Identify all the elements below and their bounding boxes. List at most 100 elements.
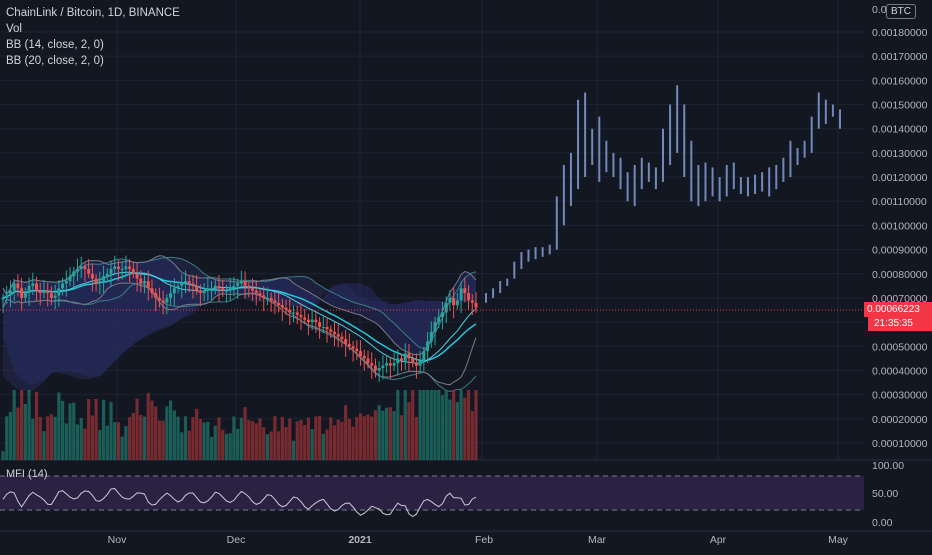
volume-bar-up bbox=[396, 390, 400, 460]
volume-bar-up bbox=[75, 424, 80, 460]
volume-bar-up bbox=[27, 390, 31, 460]
volume-bar-up bbox=[113, 422, 117, 460]
candle-up bbox=[429, 331, 433, 342]
candle-up bbox=[180, 283, 184, 286]
candle-up bbox=[213, 285, 217, 289]
volume-bar-up bbox=[124, 426, 128, 460]
volume-bar-down bbox=[470, 411, 474, 460]
volume-indicator-label[interactable]: Vol bbox=[6, 23, 22, 35]
volume-bar-down bbox=[474, 390, 478, 460]
candle-up bbox=[176, 285, 180, 289]
candle-up bbox=[448, 297, 452, 303]
volume-bar-down bbox=[131, 412, 135, 460]
candle-down bbox=[288, 310, 292, 313]
chart-legend: ChainLink / Bitcoin, 1D, BINANCE Vol BB … bbox=[6, 5, 180, 69]
candle-down bbox=[46, 290, 50, 294]
currency-badge[interactable]: BTC bbox=[886, 4, 916, 19]
candle-down bbox=[452, 297, 456, 306]
candle-down bbox=[35, 283, 39, 291]
candle-up bbox=[210, 288, 214, 290]
candle-up bbox=[5, 295, 9, 298]
volume-bar-down bbox=[463, 397, 467, 460]
volume-bar-up bbox=[202, 422, 206, 460]
candle-down bbox=[474, 302, 478, 308]
volume-bar-down bbox=[325, 429, 329, 460]
volume-bar-down bbox=[221, 429, 225, 460]
candle-up bbox=[202, 290, 206, 294]
candle-down bbox=[414, 363, 418, 366]
volume-bars bbox=[1, 390, 478, 460]
volume-bar-down bbox=[150, 400, 154, 460]
candle-down bbox=[325, 326, 329, 330]
candle-up bbox=[79, 266, 83, 269]
candle-up bbox=[113, 266, 117, 269]
candle-down bbox=[87, 268, 91, 274]
candle-up bbox=[418, 360, 422, 366]
candle-up bbox=[437, 317, 441, 323]
volume-bar-down bbox=[20, 390, 24, 460]
volume-bar-up bbox=[60, 400, 65, 460]
volume-bar-up bbox=[310, 429, 314, 460]
volume-bar-down bbox=[288, 418, 292, 460]
candle-down bbox=[277, 302, 281, 306]
candle-down bbox=[336, 334, 340, 337]
candle-down bbox=[20, 288, 24, 298]
candle-down bbox=[344, 339, 348, 344]
candle-down bbox=[128, 266, 132, 269]
volume-bar-down bbox=[34, 391, 39, 460]
volume-bar-down bbox=[154, 406, 158, 460]
candle-up bbox=[31, 283, 35, 286]
candle-up bbox=[433, 322, 437, 332]
volume-bar-up bbox=[109, 401, 113, 460]
volume-bar-up bbox=[321, 433, 325, 460]
volume-bar-down bbox=[280, 416, 284, 460]
candle-up bbox=[459, 288, 463, 301]
volume-bar-down bbox=[336, 419, 340, 460]
volume-bar-up bbox=[213, 425, 217, 460]
candle-up bbox=[102, 276, 106, 282]
candle-down bbox=[340, 336, 344, 340]
volume-bar-down bbox=[262, 427, 266, 460]
volume-bar-down bbox=[46, 416, 50, 460]
volume-bar-down bbox=[135, 398, 139, 460]
candle-down bbox=[299, 314, 303, 318]
volume-bar-up bbox=[180, 432, 184, 460]
candle-up bbox=[224, 290, 228, 292]
candles bbox=[1, 255, 478, 382]
volume-bar-up bbox=[236, 428, 240, 460]
price-tick: 0.00150000 bbox=[872, 100, 928, 112]
price-tick: 0.00140000 bbox=[872, 124, 928, 136]
volume-bar-down bbox=[306, 417, 311, 460]
candle-up bbox=[98, 281, 102, 284]
volume-bar-down bbox=[388, 407, 392, 460]
volume-bar-down bbox=[38, 416, 42, 460]
bb-20-indicator-label[interactable]: BB (20, close, 2, 0) bbox=[6, 55, 104, 67]
mfi-tick: 50.00 bbox=[872, 488, 898, 500]
volume-bar-up bbox=[120, 436, 124, 460]
volume-bar-up bbox=[165, 406, 169, 460]
volume-bar-up bbox=[31, 418, 35, 460]
candle-down bbox=[347, 343, 351, 347]
symbol-title[interactable]: ChainLink / Bitcoin, 1D, BINANCE bbox=[6, 7, 180, 19]
candle-down bbox=[355, 348, 359, 352]
candle-up bbox=[53, 295, 57, 298]
volume-bar-down bbox=[414, 417, 419, 460]
bb14-lower bbox=[2, 282, 477, 386]
candle-up bbox=[75, 268, 79, 272]
volume-bar-up bbox=[377, 405, 381, 460]
volume-bar-down bbox=[87, 399, 91, 460]
mfi-indicator-label[interactable]: MFI (14) bbox=[6, 468, 48, 480]
candle-down bbox=[191, 283, 195, 286]
candle-down bbox=[306, 319, 310, 323]
bb-14-indicator-label[interactable]: BB (14, close, 2, 0) bbox=[6, 39, 104, 51]
candle-up bbox=[12, 283, 16, 291]
candle-down bbox=[116, 266, 120, 269]
candle-up bbox=[57, 288, 61, 296]
candle-down bbox=[366, 358, 370, 364]
volume-bar-down bbox=[198, 418, 202, 460]
candle-up bbox=[422, 351, 426, 361]
price-tick: 0.00090000 bbox=[872, 245, 928, 257]
volume-bar-down bbox=[254, 423, 258, 460]
